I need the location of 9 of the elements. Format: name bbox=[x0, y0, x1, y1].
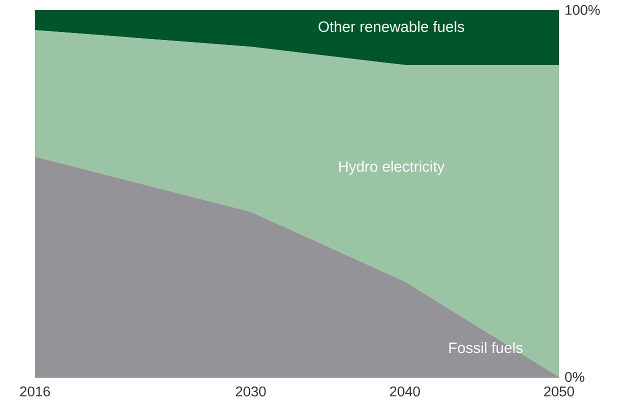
x-tick-label: 2016 bbox=[20, 386, 50, 396]
series-label: Fossil fuels bbox=[449, 342, 523, 354]
x-tick-label: 2030 bbox=[236, 386, 266, 396]
x-tick-label: 2040 bbox=[390, 386, 420, 396]
series-label: Hydro electricity bbox=[339, 160, 445, 175]
y-tick-label: 0% bbox=[565, 372, 584, 382]
series-label: Other renewable fuels bbox=[318, 21, 464, 32]
x-tick-label: 2050 bbox=[544, 386, 574, 396]
y-tick-label: 100% bbox=[566, 5, 600, 15]
